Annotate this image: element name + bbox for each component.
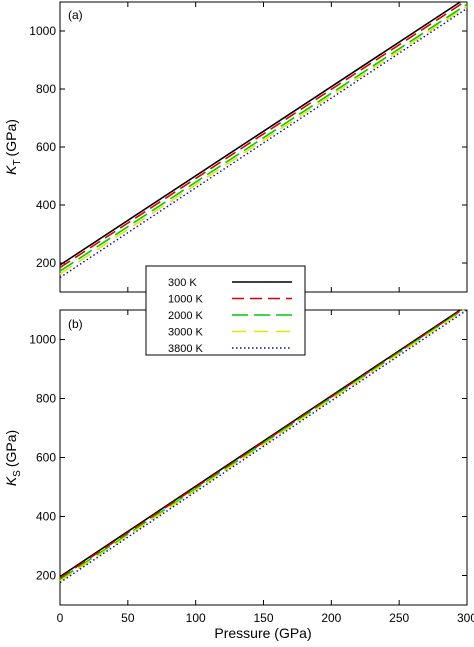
- panel-b-y-axis-label-main: K: [3, 476, 19, 486]
- legend-label: 1000 K: [168, 294, 204, 306]
- series-line-300-k: [59, 1, 461, 266]
- legend-box: [145, 265, 306, 356]
- series-line-1000-k: [59, 309, 463, 579]
- series-line-3800-k: [59, 7, 468, 279]
- series-line-1000-k: [59, 1, 465, 269]
- series-line-2000-k: [59, 3, 468, 272]
- legend-label: 3000 K: [168, 327, 204, 339]
- panel-a-label: (a): [68, 8, 83, 22]
- x-tick-label: 200: [321, 611, 341, 625]
- panel-a: (a) 200 400 600 800 1000 KT (GPa): [3, 1, 468, 293]
- panel-b-label: (b): [68, 317, 83, 331]
- x-tick-label: 300: [457, 611, 474, 625]
- y-tick-label: 800: [36, 392, 56, 406]
- y-tick-label: 1000: [29, 333, 56, 347]
- legend-label: 3800 K: [168, 343, 204, 355]
- y-tick-label: 400: [36, 198, 56, 212]
- y-tick-label: 200: [36, 256, 56, 270]
- legend-label: 2000 K: [168, 310, 204, 322]
- x-tick-label: 150: [253, 611, 273, 625]
- x-tick-label: 250: [389, 611, 409, 625]
- panel-a-y-ticks: 200 400 600 800 1000: [29, 24, 467, 270]
- panel-a-frame: [59, 1, 468, 293]
- legend-label: 300 K: [168, 277, 197, 289]
- series-line-300-k: [59, 309, 461, 578]
- series-line-3000-k: [59, 309, 465, 582]
- legend: 300 K 1000 K 2000 K 3000 K 3800 K: [145, 265, 306, 356]
- panel-a-y-axis-label-sub: T: [12, 159, 23, 165]
- panel-b-x-ticks: 0 50 100 150 200 250 300: [57, 310, 474, 625]
- x-tick-label: 50: [121, 611, 135, 625]
- x-tick-label: 100: [186, 611, 206, 625]
- panel-b-y-axis-label: KS (GPa): [3, 430, 23, 486]
- x-tick-label: 0: [57, 611, 64, 625]
- series-line-3800-k: [59, 309, 468, 584]
- y-tick-label: 200: [36, 569, 56, 583]
- panel-a-y-axis-label-unit: (GPa): [3, 119, 19, 156]
- x-axis-label: Pressure (GPa): [214, 625, 311, 641]
- series-line-3000-k: [59, 5, 468, 275]
- panel-b-y-axis-label-sub: S: [12, 470, 23, 477]
- y-tick-label: 600: [36, 140, 56, 154]
- panel-b-series: [59, 309, 468, 584]
- legend-entries: 300 K 1000 K 2000 K 3000 K 3800 K: [168, 277, 292, 355]
- y-tick-label: 400: [36, 510, 56, 524]
- panel-a-series: [59, 1, 468, 279]
- panel-b-y-axis-label-unit: (GPa): [3, 430, 19, 467]
- y-tick-label: 800: [36, 82, 56, 96]
- panel-a-y-axis-label-main: K: [3, 165, 19, 175]
- panel-a-y-axis-label: KT (GPa): [3, 119, 23, 175]
- series-line-2000-k: [59, 309, 464, 581]
- panel-b-y-ticks: 200 400 600 800 1000: [29, 333, 467, 583]
- panel-a-x-ticks: [59, 2, 468, 292]
- y-tick-label: 1000: [29, 24, 56, 38]
- y-tick-label: 600: [36, 451, 56, 465]
